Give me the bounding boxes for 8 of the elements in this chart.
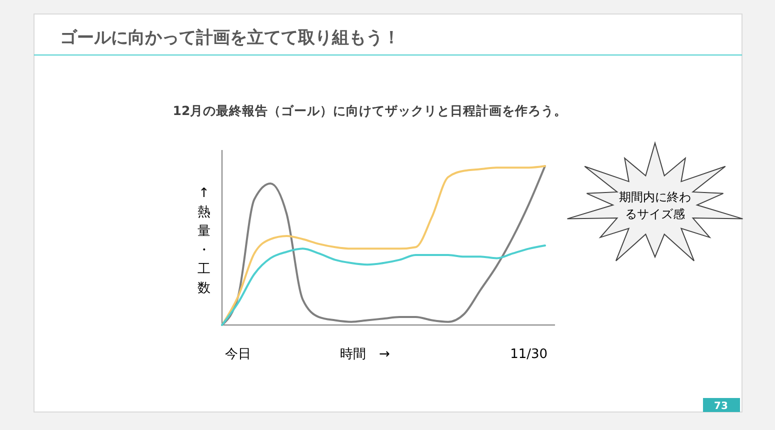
text: 73: [714, 401, 728, 412]
text: 期間内に終わるサイズ感: [619, 190, 691, 221]
x-tick-label: 11/30: [510, 347, 548, 362]
chart-title: ゴールに向かって計画を立てて取り組もう！: [60, 28, 400, 48]
y-axis-title: ↑熱量・工数: [198, 186, 210, 296]
x-axis-title: 時間 →: [340, 347, 390, 362]
x-tick-label: 今日: [225, 347, 252, 362]
chart-subtitle: 12月の最終報告（ゴール）に向けてザックリと日程計画を作ろう。: [172, 103, 568, 118]
